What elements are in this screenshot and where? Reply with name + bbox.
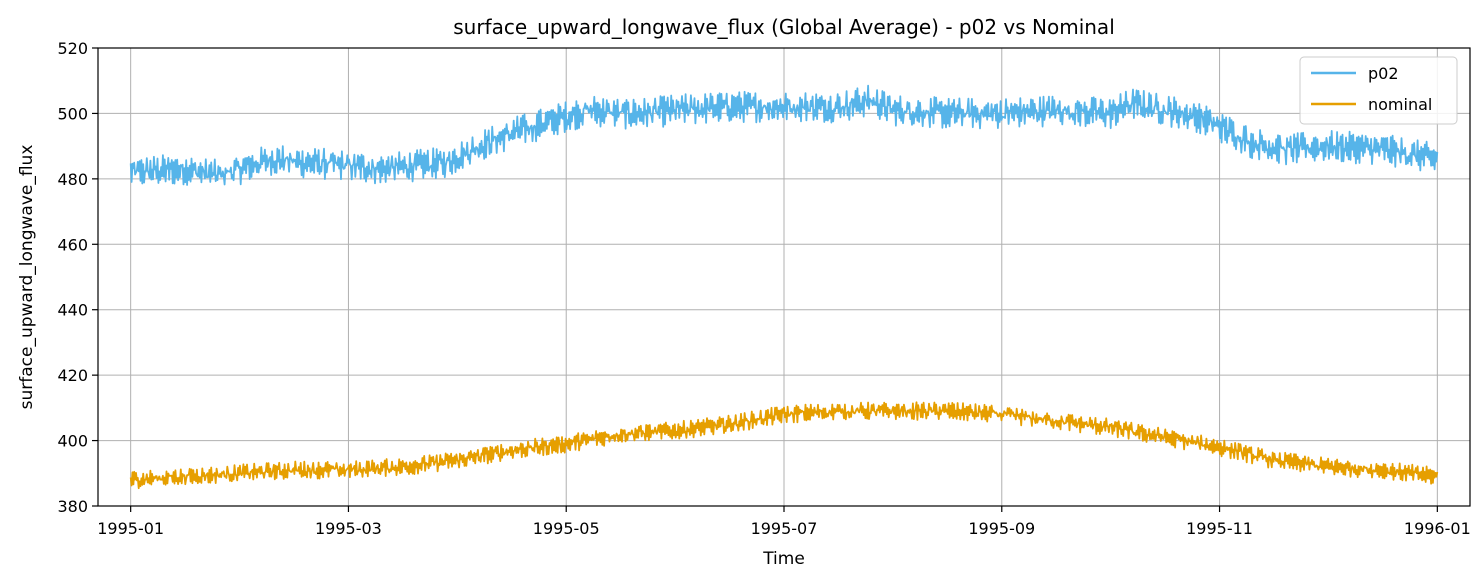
x-tick-label: 1995-01 — [97, 519, 164, 538]
chart-title: surface_upward_longwave_flux (Global Ave… — [453, 15, 1115, 39]
x-tick-label: 1995-09 — [968, 519, 1035, 538]
y-tick-label: 460 — [57, 235, 88, 254]
y-tick-label: 420 — [57, 366, 88, 385]
x-tick-label: 1996-01 — [1404, 519, 1471, 538]
y-tick-label: 380 — [57, 497, 88, 516]
x-tick-label: 1995-11 — [1186, 519, 1253, 538]
x-tick-label: 1995-07 — [751, 519, 818, 538]
legend-label-nominal: nominal — [1368, 95, 1432, 114]
series-line-nominal — [129, 401, 1439, 490]
y-tick-label: 440 — [57, 301, 88, 320]
x-axis-label: Time — [762, 549, 805, 569]
legend: p02 nominal — [1299, 56, 1458, 125]
series-layer — [129, 84, 1439, 490]
y-tick-label: 400 — [57, 432, 88, 451]
y-tick-label: 480 — [57, 170, 88, 189]
y-axis-label: surface_upward_longwave_flux — [17, 145, 37, 410]
y-tick-label: 500 — [57, 104, 88, 123]
x-tick-label: 1995-03 — [315, 519, 382, 538]
series-line-p02 — [129, 84, 1439, 186]
legend-label-p02: p02 — [1368, 64, 1399, 83]
axis-ticks: 380 400 420 440 460 480 500 520 1995-01 1995-03 19… — [57, 39, 1470, 538]
y-tick-label: 520 — [57, 39, 88, 58]
x-tick-label: 1995-05 — [533, 519, 600, 538]
